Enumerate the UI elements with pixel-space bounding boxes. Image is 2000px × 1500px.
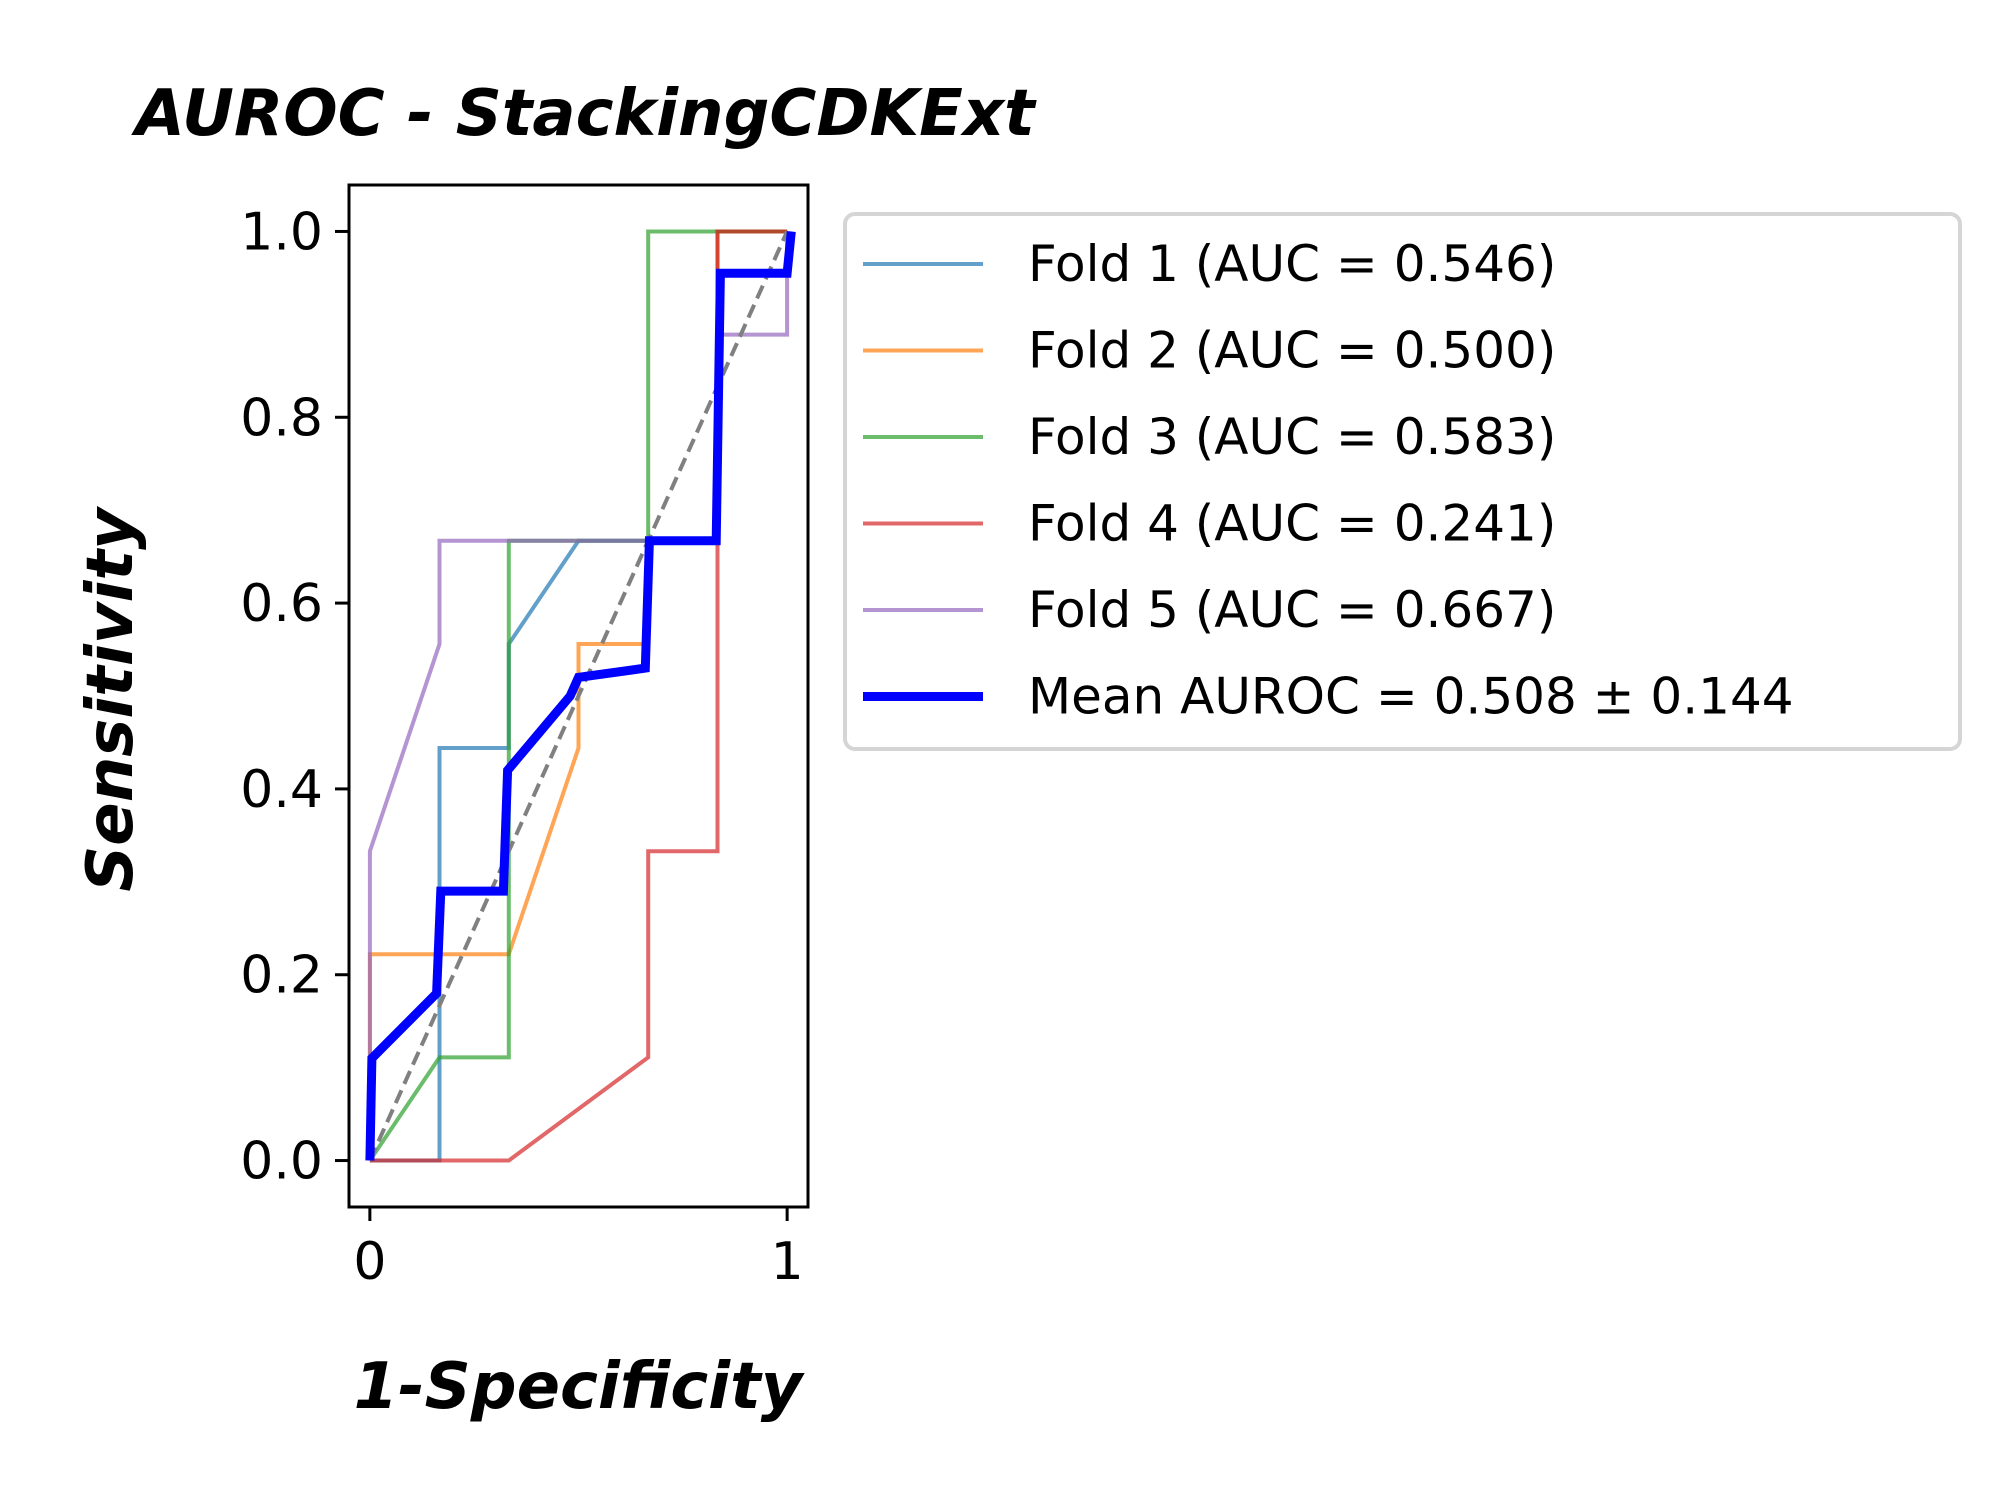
legend: Fold 1 (AUC = 0.546) Fold 2 (AUC = 0.500)…	[843, 212, 1962, 751]
legend-label-fold-3-auc-0-583: Fold 3 (AUC = 0.583)	[1028, 408, 1556, 466]
chart-title: AUROC - StackingCDKExt	[130, 77, 1037, 151]
reference-diagonal-line	[368, 230, 789, 1162]
y-tick-label: 0.4	[240, 760, 323, 820]
y-tick-label: 1.0	[240, 202, 323, 262]
y-tick-label: 0.6	[240, 574, 323, 634]
plot-frame	[347, 183, 810, 1209]
legend-label-fold-4-auc-0-241: Fold 4 (AUC = 0.241)	[1028, 495, 1556, 553]
y-tick-label: 0.0	[240, 1132, 323, 1192]
legend-label-fold-1-auc-0-546: Fold 1 (AUC = 0.546)	[1028, 235, 1556, 293]
legend-label-mean-auroc-0-508-0-144: Mean AUROC = 0.508 ± 0.144	[1028, 668, 1794, 726]
series-line-mean-auroc	[365, 231, 796, 1161]
y-axis-label: Sensitivity	[74, 506, 148, 892]
plot-area: 0.0 0.2 0.4 0.6 0.8 1.0 0 1	[240, 183, 810, 1292]
legend-label-fold-2-auc-0-500: Fold 2 (AUC = 0.500)	[1028, 322, 1556, 380]
x-axis-label: 1-Specificity	[354, 1350, 805, 1424]
x-tick-label: 1	[771, 1232, 804, 1292]
x-tick-label: 0	[353, 1232, 386, 1292]
y-tick-label: 0.8	[240, 388, 323, 448]
legend-box	[843, 212, 1962, 751]
legend-label-fold-5-auc-0-667: Fold 5 (AUC = 0.667)	[1028, 581, 1556, 639]
y-tick-label: 0.2	[240, 946, 323, 1006]
